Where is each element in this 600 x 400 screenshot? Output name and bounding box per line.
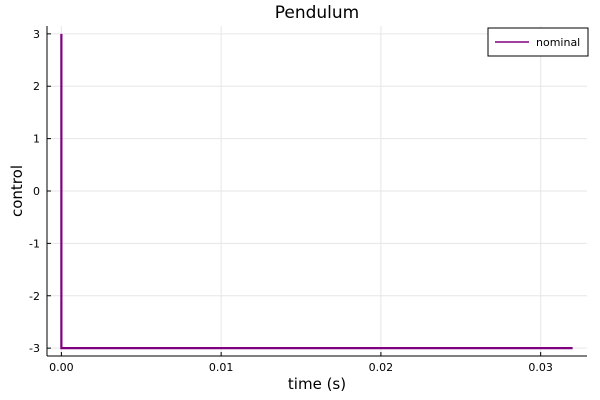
- y-ticks: -3 -2 -1 0 1 2 3: [29, 28, 51, 355]
- grid-lines: [47, 26, 587, 356]
- chart-title: Pendulum: [275, 3, 360, 23]
- y-tick-label: -2: [29, 290, 40, 303]
- y-tick-label: -1: [29, 237, 40, 250]
- x-tick-label: 0.01: [209, 361, 234, 374]
- y-tick-label: 3: [33, 28, 40, 41]
- series-line-nominal: [60, 33, 573, 350]
- y-tick-label: 2: [33, 80, 40, 93]
- legend-label-nominal: nominal: [536, 36, 580, 49]
- x-tick-label: 0.02: [369, 361, 394, 374]
- x-tick-label: 0.03: [528, 361, 553, 374]
- y-tick-label: 0: [33, 185, 40, 198]
- x-tick-label: 0.00: [49, 361, 74, 374]
- x-ticks: 0.00 0.01 0.02 0.03: [49, 352, 553, 374]
- legend: nominal: [487, 27, 589, 57]
- x-axis-label: time (s): [288, 375, 346, 393]
- y-axis-label: control: [8, 165, 26, 217]
- y-tick-label: 1: [33, 133, 40, 146]
- y-tick-label: -3: [29, 342, 40, 355]
- series-layer: [60, 33, 573, 350]
